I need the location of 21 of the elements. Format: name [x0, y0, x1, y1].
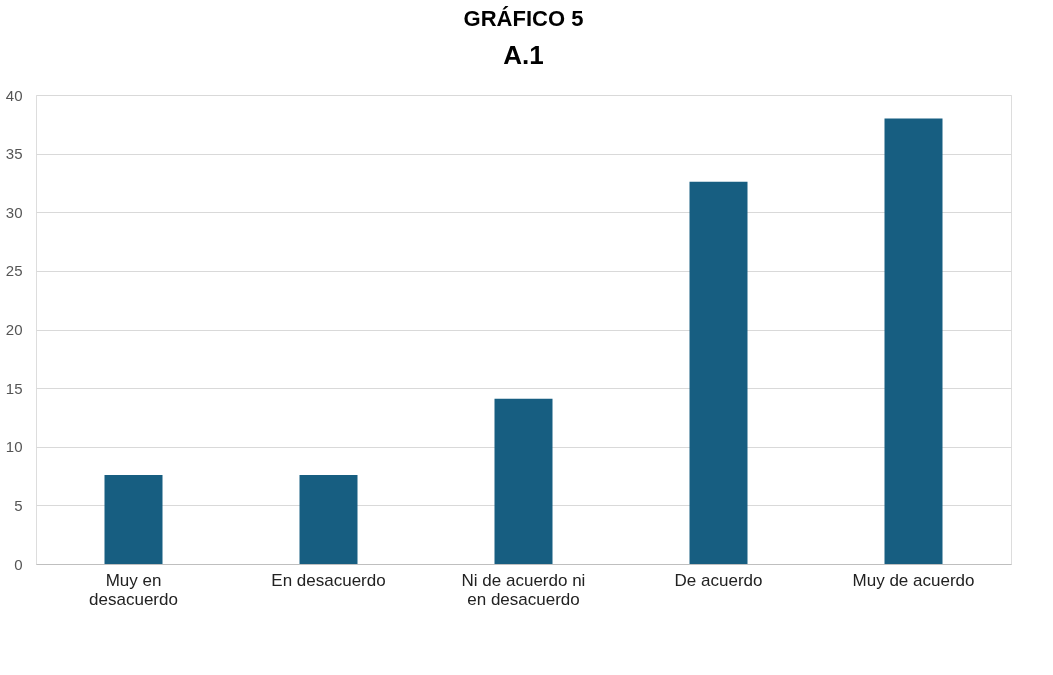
x-tick-label: Ni de acuerdo ni en desacuerdo: [461, 570, 586, 609]
chart-subtitle: A.1: [503, 40, 544, 70]
x-tick-label: En desacuerdo: [271, 570, 386, 590]
y-tick-label: 35: [5, 145, 23, 163]
y-tick-label: 10: [5, 438, 23, 456]
y-tick-label: 40: [5, 86, 23, 104]
y-tick-label: 5: [14, 496, 23, 514]
y-tick-label: 25: [5, 262, 23, 280]
chart-title: GRÁFICO 5: [463, 6, 584, 31]
bar: [104, 474, 163, 564]
y-tick-label: 30: [5, 203, 23, 221]
bar: [884, 118, 943, 564]
x-tick-label: De acuerdo: [674, 570, 763, 590]
x-tick-label: Muy en desacuerdo: [89, 570, 178, 609]
bar: [689, 181, 748, 564]
y-tick-label: 15: [5, 379, 23, 397]
y-tick-label: 20: [5, 321, 23, 338]
bar: [299, 474, 358, 564]
y-tick-label: 0: [14, 555, 23, 573]
x-tick-label: Muy de acuerdo: [852, 570, 975, 590]
bar: [494, 398, 553, 564]
